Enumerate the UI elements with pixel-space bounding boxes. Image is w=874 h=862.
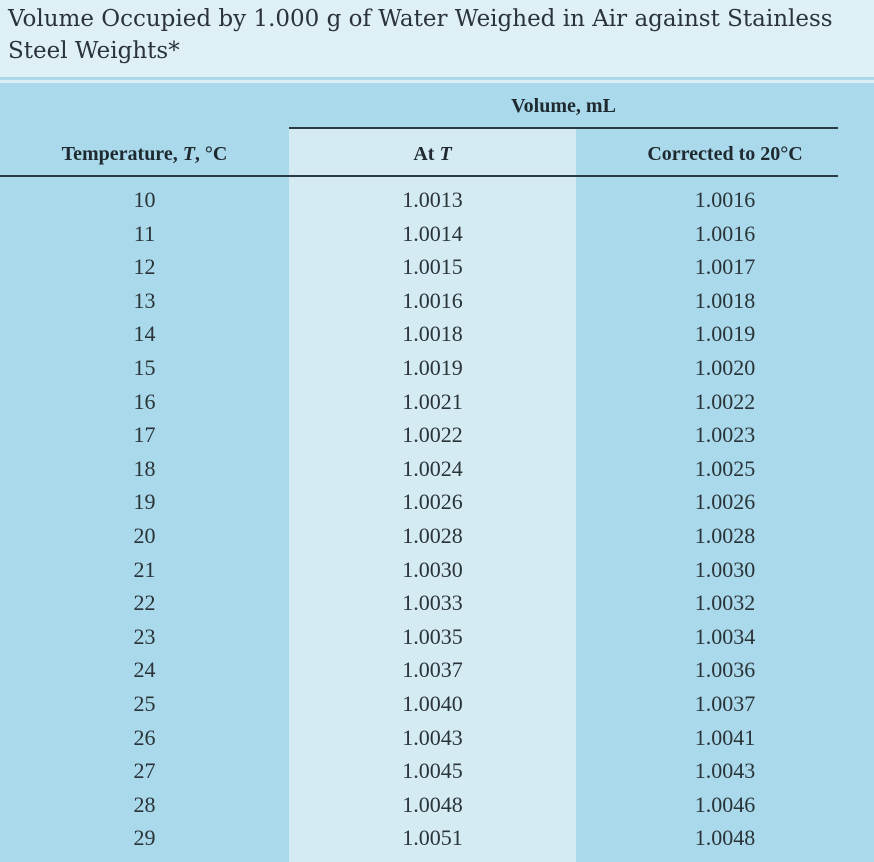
column-shading-corrected: [576, 129, 874, 862]
cell-volume-corrected: 1.0022: [694, 388, 756, 414]
column-shading-at-t: [289, 129, 576, 862]
cell-volume-at-t: 1.0033: [402, 590, 463, 616]
cell-volume-corrected: 1.0016: [694, 220, 756, 246]
cell-volume-corrected: 1.0026: [694, 489, 756, 515]
cell-volume-corrected: 1.0028: [694, 522, 756, 548]
table-row: 12 1.0015 1.0017: [0, 250, 874, 284]
cell-volume-corrected: 1.0048: [694, 825, 756, 851]
table-row: 29 1.0051 1.0048: [0, 821, 874, 855]
cell-volume-at-t: 1.0014: [402, 220, 463, 246]
cell-volume-corrected: 1.0032: [694, 590, 756, 616]
header-corrected: Corrected to 20°C: [647, 143, 803, 165]
cell-temperature: 25: [133, 690, 156, 716]
cell-volume-corrected: 1.0046: [694, 791, 756, 817]
cell-volume-corrected: 1.0041: [694, 724, 756, 750]
cell-volume-corrected: 1.0037: [694, 690, 756, 716]
cell-volume-at-t: 1.0024: [402, 455, 463, 481]
cell-temperature: 29: [133, 825, 156, 851]
table-row: 13 1.0016 1.0018: [0, 284, 874, 318]
cell-temperature: 12: [133, 254, 156, 280]
cell-temperature: 21: [133, 556, 156, 582]
cell-volume-corrected: 1.0034: [694, 623, 756, 649]
table-row: 23 1.0035 1.0034: [0, 620, 874, 654]
cell-volume-at-t: 1.0021: [402, 388, 463, 414]
cell-volume-at-t: 1.0051: [402, 825, 463, 851]
cell-volume-at-t: 1.0040: [402, 690, 463, 716]
table-row: 25 1.0040 1.0037: [0, 687, 874, 721]
cell-volume-corrected: 1.0043: [694, 758, 756, 784]
cell-temperature: 18: [133, 455, 156, 481]
cell-temperature: 10: [133, 187, 156, 212]
cell-temperature: 22: [133, 590, 156, 616]
cell-temperature: 11: [133, 220, 156, 246]
cell-temperature: 19: [133, 489, 156, 515]
cell-volume-at-t: 1.0016: [402, 287, 463, 313]
table-row: 19 1.0026 1.0026: [0, 485, 874, 519]
table-title: Volume Occupied by 1.000 g of Water Weig…: [8, 6, 833, 64]
table-row: 27 1.0045 1.0043: [0, 754, 874, 788]
table-row: 10 1.0013 1.0016: [0, 183, 874, 217]
header-temperature-var: T: [182, 143, 195, 165]
cell-volume-corrected: 1.0036: [694, 657, 756, 683]
cell-volume-at-t: 1.0026: [402, 489, 463, 515]
cell-volume-corrected: 1.0019: [694, 321, 756, 347]
header-at-var: T: [439, 143, 452, 165]
table-row: 15 1.0019 1.0020: [0, 351, 874, 385]
cell-volume-at-t: 1.0048: [402, 791, 463, 817]
table-body: 10 1.0013 1.0016 11 1.0014 1.0016 12 1.0015 1.…: [0, 183, 874, 855]
table-row: 20 1.0028 1.0028: [0, 519, 874, 553]
cell-volume-at-t: 1.0022: [402, 422, 463, 448]
table-row: 26 1.0043 1.0041: [0, 721, 874, 755]
header-rule-top: [289, 127, 838, 129]
table-row: 14 1.0018 1.0019: [0, 317, 874, 351]
cell-temperature: 13: [133, 287, 156, 313]
cell-temperature: 24: [133, 657, 156, 683]
title-bar: Volume Occupied by 1.000 g of Water Weig…: [0, 0, 874, 80]
cell-volume-corrected: 1.0020: [694, 354, 756, 380]
table-row: 22 1.0033 1.0032: [0, 586, 874, 620]
cell-volume-at-t: 1.0037: [402, 657, 463, 683]
cell-volume-at-t: 1.0019: [402, 354, 463, 380]
table-row: 21 1.0030 1.0030: [0, 553, 874, 587]
header-volume-group: Volume, mL: [511, 95, 616, 117]
header-temperature-prefix: Temperature,: [61, 143, 183, 165]
cell-volume-corrected: 1.0025: [694, 455, 756, 481]
cell-volume-at-t: 1.0028: [402, 522, 463, 548]
cell-temperature: 20: [133, 522, 156, 548]
cell-temperature: 16: [133, 388, 156, 414]
cell-volume-at-t: 1.0045: [402, 758, 463, 784]
header-at-t: At T: [289, 143, 576, 166]
cell-temperature: 26: [133, 724, 156, 750]
cell-volume-at-t: 1.0043: [402, 724, 463, 750]
cell-volume-at-t: 1.0030: [402, 556, 463, 582]
cell-volume-corrected: 1.0018: [694, 287, 756, 313]
cell-temperature: 23: [133, 623, 156, 649]
table-row: 24 1.0037 1.0036: [0, 653, 874, 687]
cell-volume-at-t: 1.0015: [402, 254, 463, 280]
table-row: 11 1.0014 1.0016: [0, 217, 874, 251]
cell-temperature: 28: [133, 791, 156, 817]
cell-temperature: 15: [133, 354, 156, 380]
header-temperature-suffix: , °C: [194, 143, 228, 165]
cell-volume-at-t: 1.0035: [402, 623, 463, 649]
cell-temperature: 17: [133, 422, 156, 448]
cell-volume-corrected: 1.0030: [694, 556, 756, 582]
cell-volume-at-t: 1.0018: [402, 321, 463, 347]
cell-temperature: 14: [133, 321, 156, 347]
cell-temperature: 27: [133, 758, 156, 784]
cell-volume-corrected: 1.0016: [694, 187, 756, 212]
table-row: 28 1.0048 1.0046: [0, 788, 874, 822]
data-table: Volume, mL Temperature, T, °C At T Corre…: [0, 83, 874, 862]
table-row: 16 1.0021 1.0022: [0, 385, 874, 419]
cell-volume-at-t: 1.0013: [402, 187, 463, 212]
header-temperature: Temperature, T, °C: [0, 143, 289, 166]
header-rule-bottom: [0, 175, 838, 177]
cell-volume-corrected: 1.0017: [694, 254, 756, 280]
table-row: 18 1.0024 1.0025: [0, 452, 874, 486]
cell-volume-corrected: 1.0023: [694, 422, 756, 448]
header-at-prefix: At: [413, 143, 440, 165]
table-row: 17 1.0022 1.0023: [0, 418, 874, 452]
